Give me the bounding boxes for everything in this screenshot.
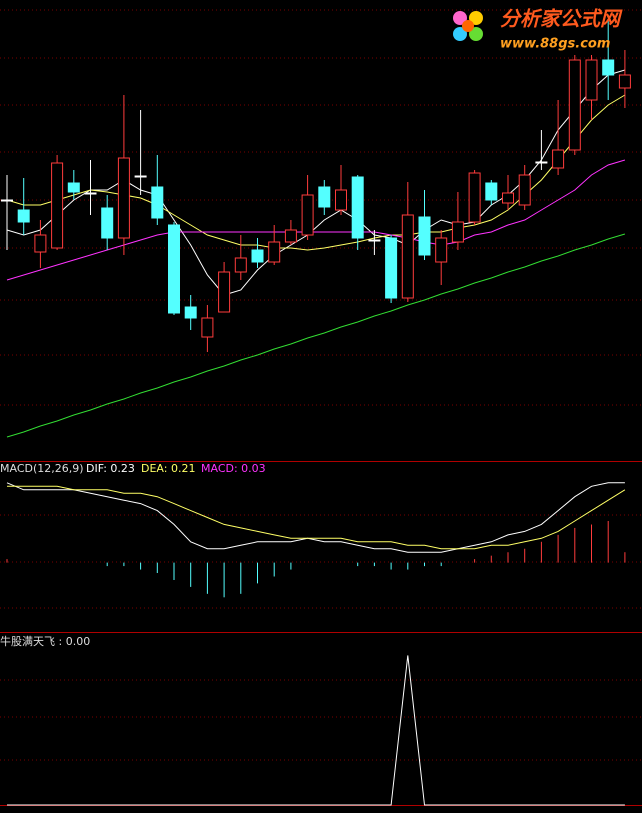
- candle-body: [368, 239, 381, 242]
- signal-title: 牛股满天飞 : 0.00: [0, 634, 90, 648]
- candle-body: [101, 207, 114, 239]
- candle-body: [618, 74, 631, 89]
- candle-body: [184, 306, 197, 319]
- watermark: 分析家公式网 www.88gs.com: [453, 7, 623, 52]
- macd-line: [6, 482, 625, 553]
- candle-body: [335, 189, 347, 211]
- candle-body: [117, 157, 130, 239]
- logo-flower: [453, 11, 483, 41]
- candle-body: [301, 194, 314, 236]
- dea-label: DEA: 0.21: [141, 462, 195, 475]
- candle-body: [535, 161, 548, 164]
- candle-body: [585, 59, 598, 101]
- candle-body: [234, 257, 247, 273]
- dif-label: DIF: 0.23: [86, 462, 135, 475]
- moving-average-line: [6, 233, 626, 438]
- watermark-url: www.88gs.com: [500, 37, 610, 52]
- macd-title: MACD(12,26,9): [0, 462, 84, 475]
- candle-body: [151, 186, 164, 219]
- moving-average-line: [6, 94, 626, 251]
- candle-body: [51, 162, 64, 249]
- candle-body: [568, 59, 581, 151]
- candle-body: [518, 174, 531, 206]
- macd-label: MACD: 0.03: [201, 462, 266, 475]
- candle-body: [84, 192, 97, 195]
- candle-body: [17, 209, 30, 223]
- candle-body: [284, 229, 297, 243]
- candle-body: [435, 237, 448, 263]
- candle-body: [385, 237, 398, 299]
- moving-average-line: [6, 69, 626, 296]
- candle-body: [468, 172, 481, 223]
- candle-body: [34, 234, 47, 253]
- marks: [1, 20, 631, 806]
- candle-body: [451, 221, 464, 243]
- candle-body: [502, 192, 514, 204]
- candle-body: [318, 186, 331, 208]
- candle-body: [201, 317, 214, 338]
- candle-body: [401, 214, 414, 299]
- moving-average-line: [6, 159, 626, 281]
- macd-line: [7, 485, 626, 550]
- signal-line: [7, 655, 625, 806]
- candle-body: [351, 176, 364, 239]
- candle-body: [268, 241, 281, 263]
- candle-body: [134, 175, 147, 178]
- candle-body: [218, 271, 231, 313]
- candle-body: [602, 59, 615, 76]
- candle-body: [67, 182, 80, 193]
- candle-body: [1, 199, 13, 202]
- candle-body: [418, 216, 431, 256]
- watermark-title: 分析家公式网: [500, 7, 623, 31]
- candle-body: [485, 182, 498, 201]
- candle-body: [552, 149, 565, 169]
- candle-body: [168, 224, 180, 314]
- candle-body: [251, 249, 264, 263]
